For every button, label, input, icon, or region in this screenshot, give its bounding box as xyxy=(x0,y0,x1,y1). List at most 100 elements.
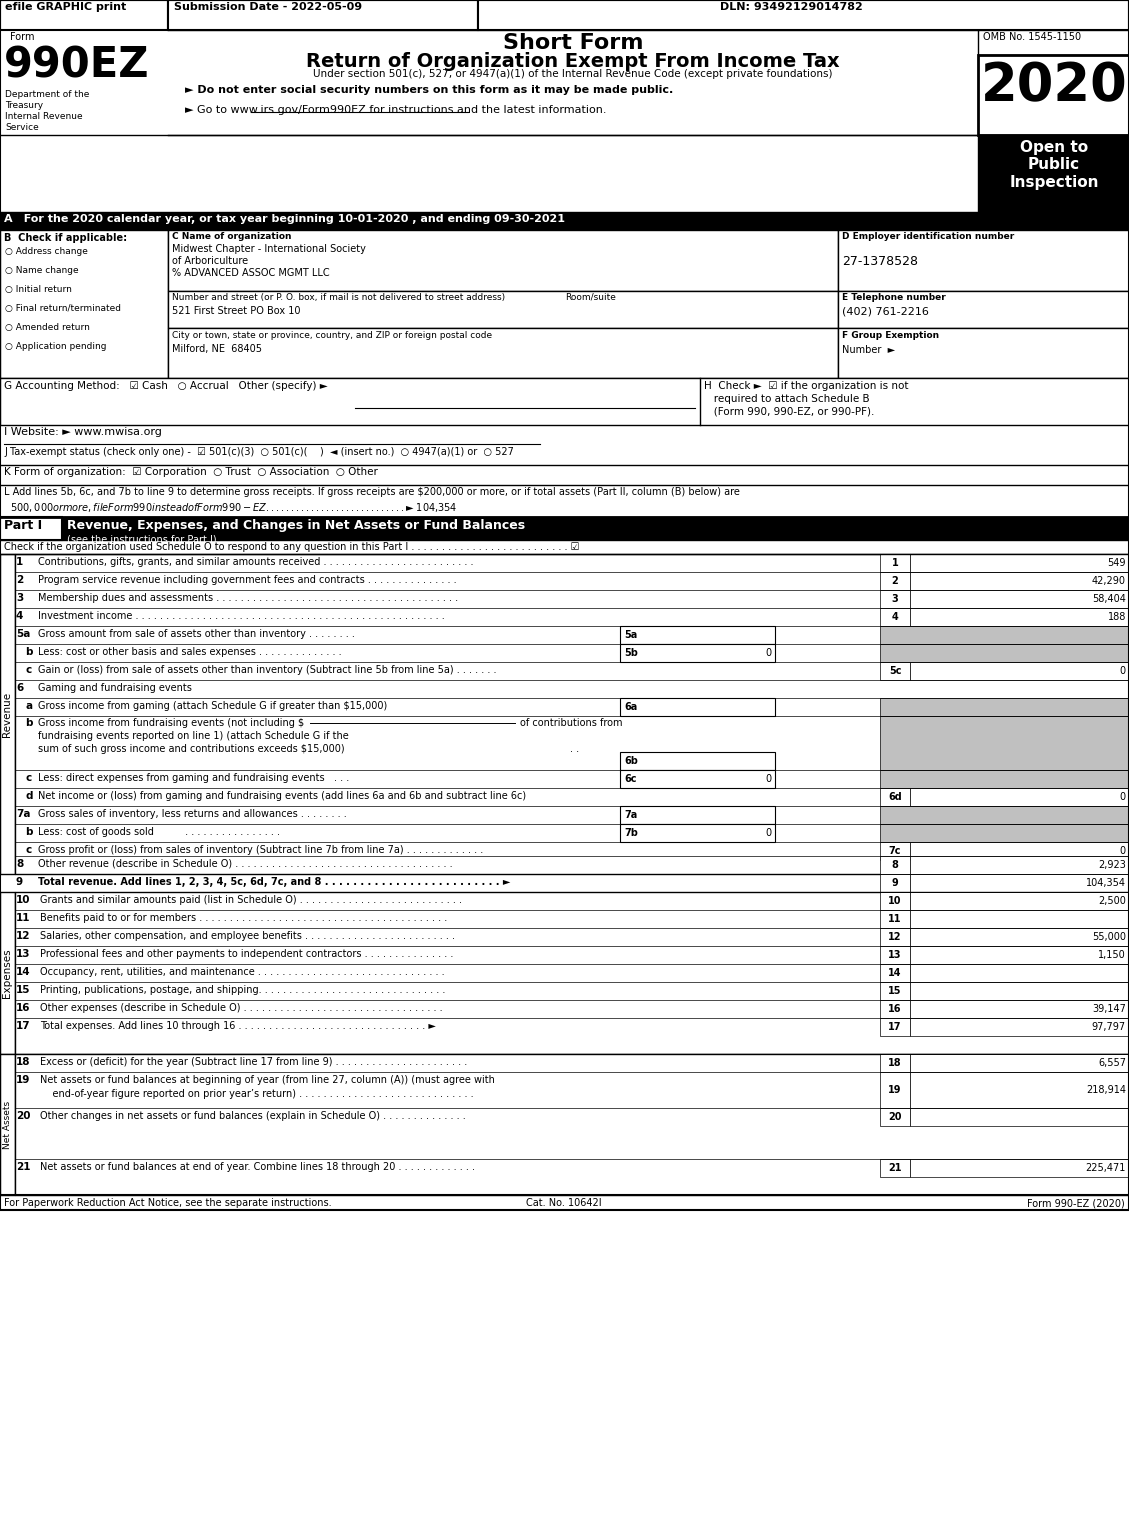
Text: 20: 20 xyxy=(16,1112,30,1121)
Text: Form 990-EZ (2020): Form 990-EZ (2020) xyxy=(1027,1199,1124,1208)
Bar xyxy=(879,842,910,860)
Bar xyxy=(838,230,1129,291)
Bar xyxy=(910,1054,1129,1072)
Text: 6a: 6a xyxy=(624,702,637,712)
Text: 16: 16 xyxy=(16,1003,30,1013)
Bar xyxy=(620,807,774,824)
Bar xyxy=(0,378,1129,425)
Bar xyxy=(168,291,838,328)
Bar xyxy=(168,0,478,30)
Text: 1: 1 xyxy=(16,557,24,567)
Bar xyxy=(620,644,774,662)
Text: 2: 2 xyxy=(892,576,899,586)
Text: Membership dues and assessments . . . . . . . . . . . . . . . . . . . . . . . . : Membership dues and assessments . . . . … xyxy=(38,593,458,602)
Text: 19: 19 xyxy=(16,1075,30,1084)
Text: 14: 14 xyxy=(16,967,30,978)
Bar xyxy=(838,328,1129,378)
Bar xyxy=(879,946,910,964)
Text: OMB No. 1545-1150: OMB No. 1545-1150 xyxy=(983,32,1082,43)
Text: ► Do not enter social security numbers on this form as it may be made public.: ► Do not enter social security numbers o… xyxy=(185,85,673,95)
Text: of contributions from: of contributions from xyxy=(520,718,622,727)
Text: 17: 17 xyxy=(889,1022,902,1032)
Bar xyxy=(0,554,15,874)
Bar xyxy=(910,590,1129,608)
Text: J Tax-exempt status (check only one) -  ☑ 501(c)(3)  ○ 501(c)(    )  ◄ (insert n: J Tax-exempt status (check only one) - ☑… xyxy=(5,447,514,458)
Text: Net Assets: Net Assets xyxy=(3,1101,12,1148)
Text: Net assets or fund balances at beginning of year (from line 27, column (A)) (mus: Net assets or fund balances at beginning… xyxy=(40,1075,495,1084)
Bar xyxy=(879,982,910,1000)
Bar xyxy=(478,0,1129,30)
Text: 15: 15 xyxy=(16,985,30,994)
Text: 0: 0 xyxy=(765,648,772,657)
Text: 19: 19 xyxy=(889,1084,902,1095)
Text: 8: 8 xyxy=(16,859,24,869)
Text: 188: 188 xyxy=(1108,612,1126,622)
Text: Short Form: Short Form xyxy=(502,34,644,53)
Text: Number  ►: Number ► xyxy=(842,345,895,355)
Bar xyxy=(168,230,838,291)
Bar xyxy=(620,824,774,842)
Text: Other changes in net assets or fund balances (explain in Schedule O) . . . . . .: Other changes in net assets or fund bala… xyxy=(40,1112,466,1121)
Text: Gross amount from sale of assets other than inventory . . . . . . . .: Gross amount from sale of assets other t… xyxy=(38,628,355,639)
Text: 12: 12 xyxy=(889,932,902,942)
Bar xyxy=(879,964,910,982)
Bar xyxy=(910,788,1129,807)
Bar xyxy=(879,644,1129,662)
Text: 11: 11 xyxy=(16,913,30,923)
Bar xyxy=(910,874,1129,892)
Bar xyxy=(910,929,1129,946)
Text: $500,000 or more, file Form 990 instead of Form 990-EZ . . . . . . . . . . . . .: $500,000 or more, file Form 990 instead … xyxy=(5,502,457,514)
Text: Printing, publications, postage, and shipping. . . . . . . . . . . . . . . . . .: Printing, publications, postage, and shi… xyxy=(40,985,445,994)
Text: 0: 0 xyxy=(765,775,772,784)
Bar xyxy=(879,717,1129,770)
Text: required to attach Schedule B: required to attach Schedule B xyxy=(704,393,869,404)
Text: 18: 18 xyxy=(889,1058,902,1068)
Text: 27-1378528: 27-1378528 xyxy=(842,255,918,268)
Text: Gross income from fundraising events (not including $: Gross income from fundraising events (no… xyxy=(38,718,304,727)
Text: Less: direct expenses from gaming and fundraising events   . . .: Less: direct expenses from gaming and fu… xyxy=(38,773,349,782)
Text: 18: 18 xyxy=(16,1057,30,1067)
Text: Revenue, Expenses, and Changes in Net Assets or Fund Balances: Revenue, Expenses, and Changes in Net As… xyxy=(67,518,525,532)
Bar xyxy=(910,554,1129,572)
Text: sum of such gross income and contributions exceeds $15,000): sum of such gross income and contributio… xyxy=(38,744,344,753)
Text: ○ Name change: ○ Name change xyxy=(5,265,79,274)
Text: 4: 4 xyxy=(16,612,24,621)
Text: Gain or (loss) from sale of assets other than inventory (Subtract line 5b from l: Gain or (loss) from sale of assets other… xyxy=(38,665,497,676)
Text: 7a: 7a xyxy=(624,810,637,820)
Text: fundraising events reported on line 1) (attach Schedule G if the: fundraising events reported on line 1) (… xyxy=(38,730,349,741)
Text: 10: 10 xyxy=(889,897,902,906)
Text: A For the 2020 calendar year, or tax year beginning 10-01-2020 , and ending 09-3: A For the 2020 calendar year, or tax yea… xyxy=(5,214,564,224)
Bar xyxy=(0,230,168,378)
Bar xyxy=(15,892,1129,1054)
Text: 3: 3 xyxy=(16,593,24,602)
Bar xyxy=(879,554,910,572)
Text: Gross profit or (loss) from sales of inventory (Subtract line 7b from line 7a) .: Gross profit or (loss) from sales of inv… xyxy=(38,845,483,856)
Bar xyxy=(879,1054,910,1072)
Text: 990EZ: 990EZ xyxy=(5,46,149,87)
Text: 0: 0 xyxy=(1120,791,1126,802)
Text: Investment income . . . . . . . . . . . . . . . . . . . . . . . . . . . . . . . : Investment income . . . . . . . . . . . … xyxy=(38,612,445,621)
Text: . .: . . xyxy=(570,744,579,753)
Bar xyxy=(910,910,1129,929)
Text: b: b xyxy=(25,827,33,837)
Text: Internal Revenue: Internal Revenue xyxy=(5,111,82,120)
Text: Cat. No. 10642I: Cat. No. 10642I xyxy=(526,1199,602,1208)
Bar xyxy=(879,807,1129,824)
Bar xyxy=(879,874,910,892)
Text: Midwest Chapter - International Society: Midwest Chapter - International Society xyxy=(172,244,366,255)
Text: 6b: 6b xyxy=(624,756,638,766)
Text: Occupancy, rent, utilities, and maintenance . . . . . . . . . . . . . . . . . . : Occupancy, rent, utilities, and maintena… xyxy=(40,967,445,978)
Text: 12: 12 xyxy=(16,930,30,941)
Text: 521 First Street PO Box 10: 521 First Street PO Box 10 xyxy=(172,307,300,316)
Text: 3: 3 xyxy=(892,595,899,604)
Text: Total revenue. Add lines 1, 2, 3, 4, 5c, 6d, 7c, and 8 . . . . . . . . . . . . .: Total revenue. Add lines 1, 2, 3, 4, 5c,… xyxy=(38,877,510,888)
Bar xyxy=(910,1159,1129,1177)
Bar xyxy=(15,1054,1129,1196)
Text: 7c: 7c xyxy=(889,846,901,856)
Text: 5a: 5a xyxy=(16,628,30,639)
Bar xyxy=(910,982,1129,1000)
Text: (402) 761-2216: (402) 761-2216 xyxy=(842,307,929,317)
Text: 8: 8 xyxy=(892,860,899,869)
Text: Less: cost or other basis and sales expenses . . . . . . . . . . . . . .: Less: cost or other basis and sales expe… xyxy=(38,647,342,657)
Text: City or town, state or province, country, and ZIP or foreign postal code: City or town, state or province, country… xyxy=(172,331,492,340)
